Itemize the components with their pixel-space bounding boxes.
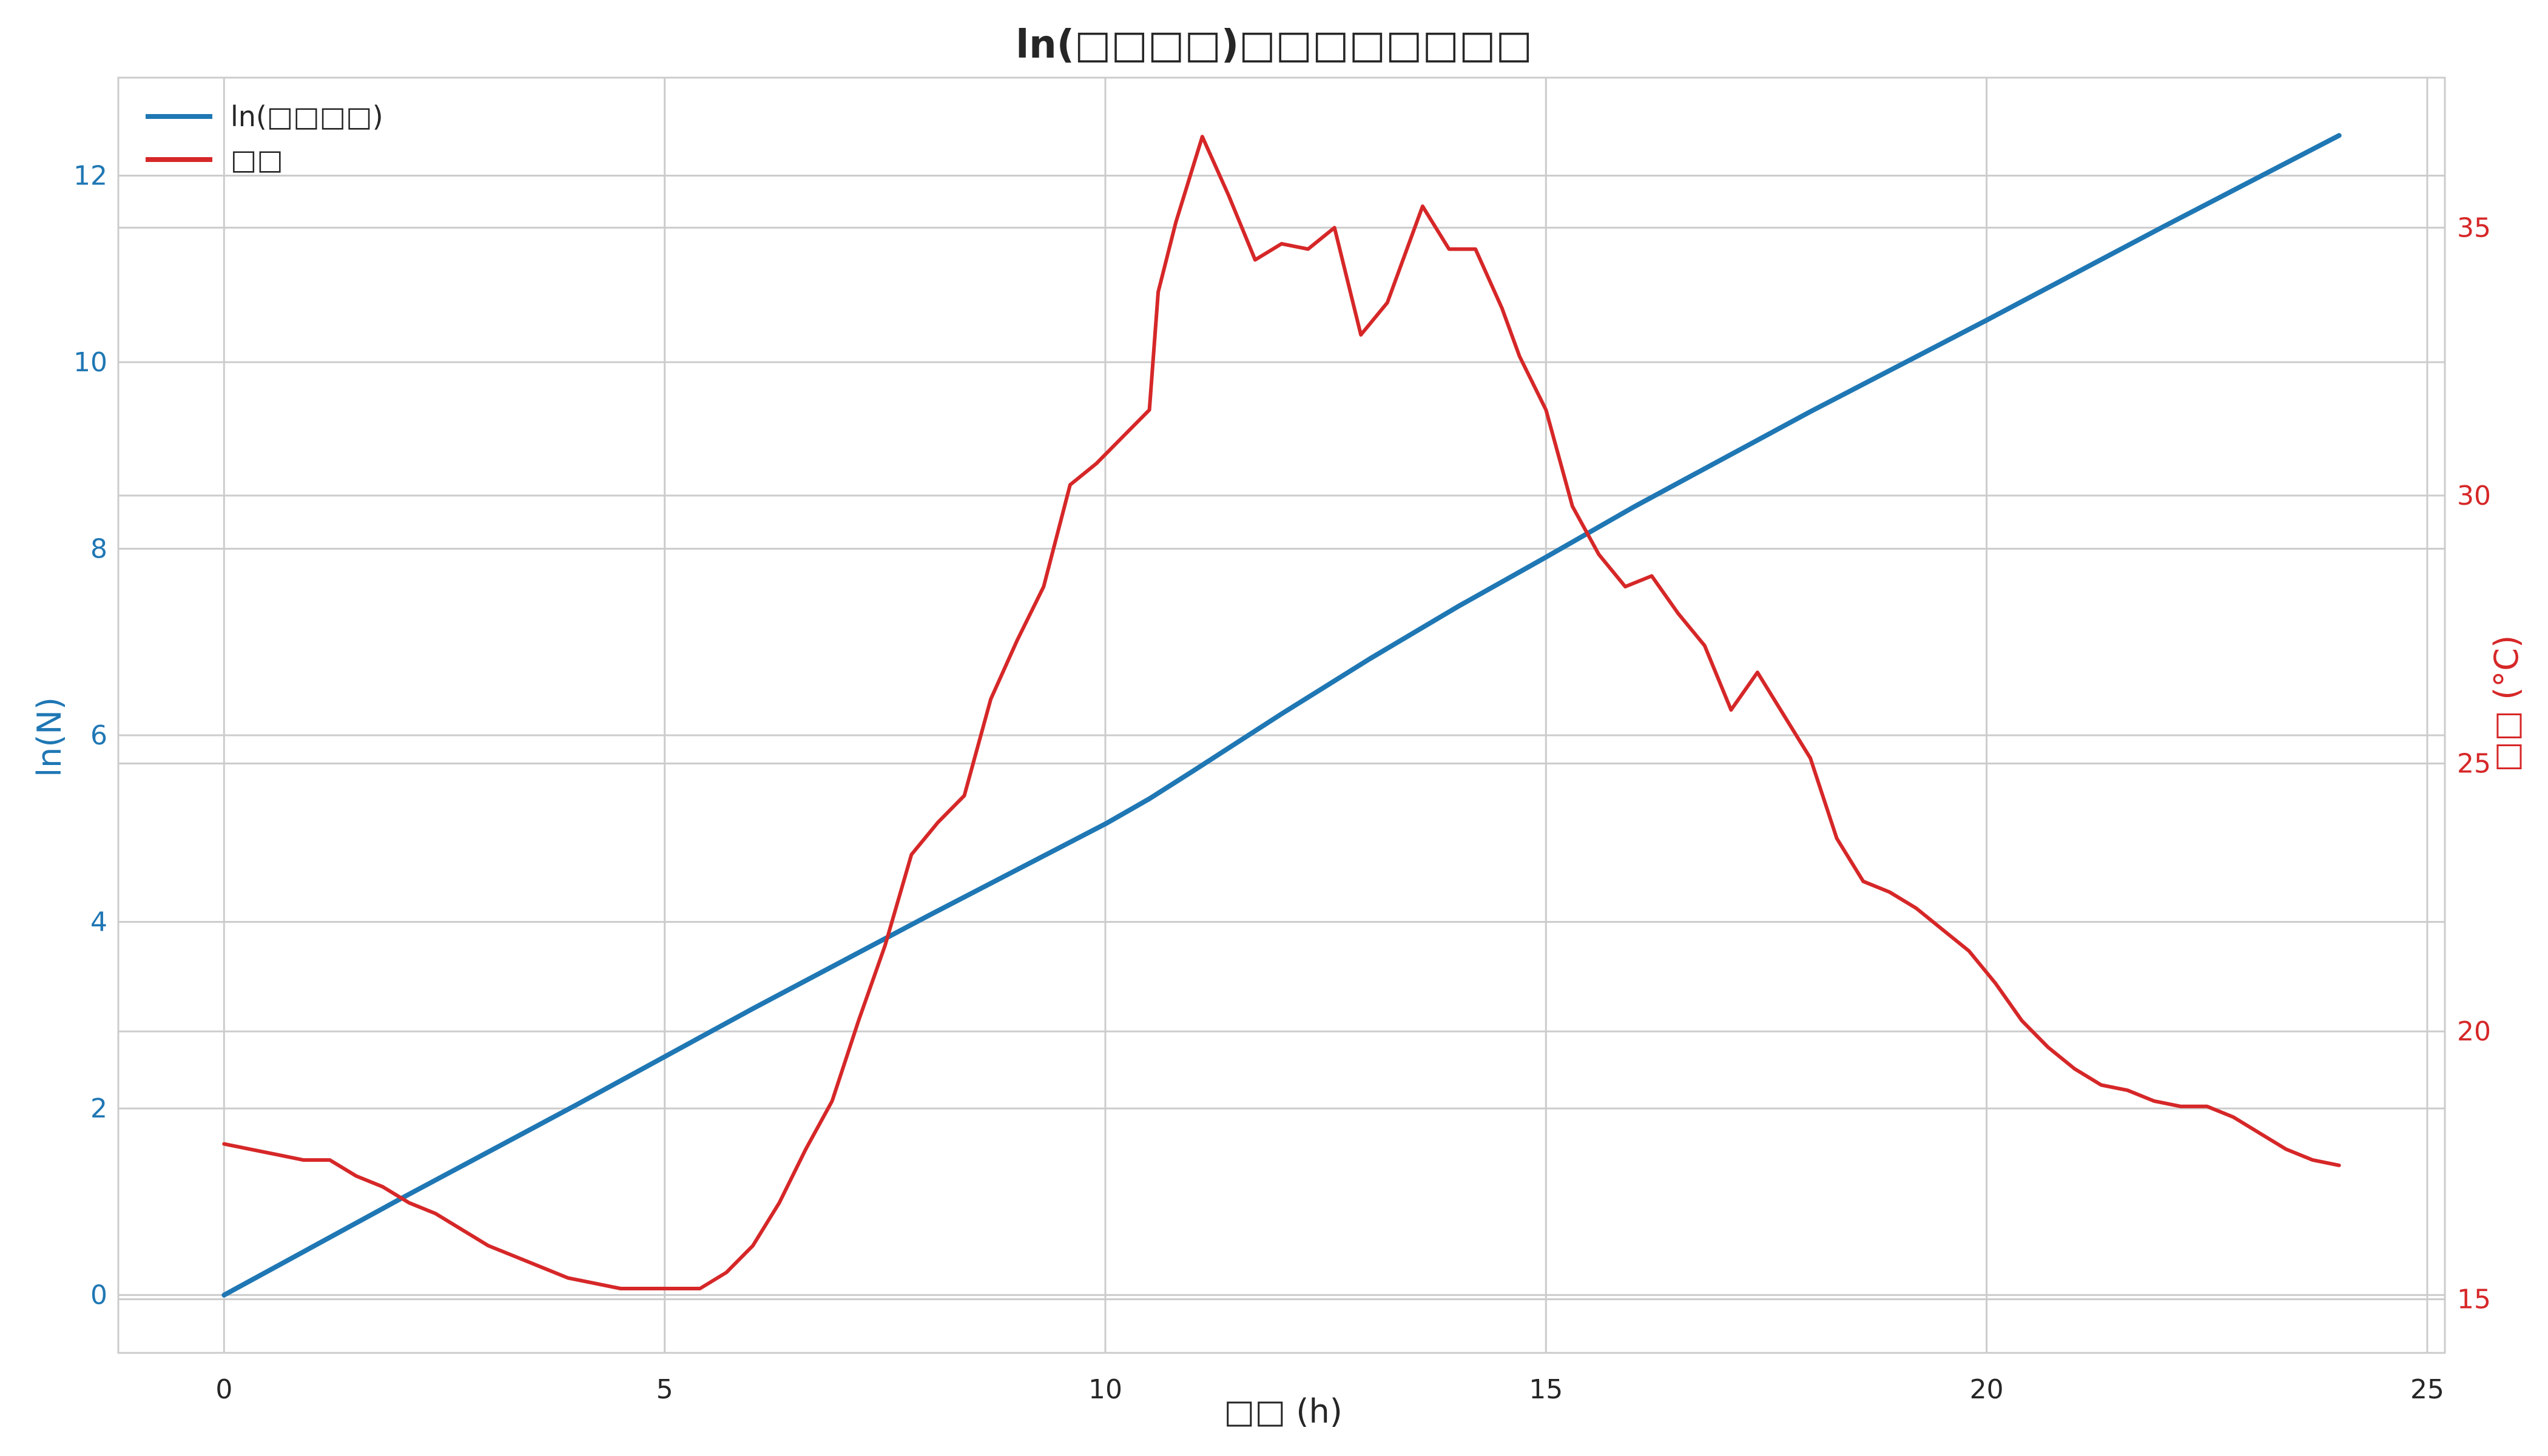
y-right-tick-label: 25 xyxy=(2457,748,2491,779)
x-axis-title: □□ (h) xyxy=(1224,1392,1343,1431)
grid-lines xyxy=(118,78,2445,1353)
y-left-tick-label: 8 xyxy=(90,534,107,565)
y-left-tick-label: 0 xyxy=(90,1280,107,1311)
y-left-tick-label: 12 xyxy=(73,160,107,191)
temperature-series-line xyxy=(222,135,2341,1290)
y-right-axis-title: □□ (°C) xyxy=(2487,635,2526,772)
y-left-axis-title: ln(N) xyxy=(30,697,69,777)
x-tick-label: 25 xyxy=(2410,1374,2444,1405)
y-left-tick-label: 6 xyxy=(90,720,107,751)
y-left-tick-label: 2 xyxy=(90,1093,107,1124)
legend-label-ln: ln(□□□□) xyxy=(231,100,383,133)
legend: ln(□□□□) □□ xyxy=(146,100,383,176)
x-tick-label: 0 xyxy=(215,1374,232,1405)
y-left-tick-label: 4 xyxy=(90,907,107,938)
x-tick-label: 15 xyxy=(1529,1374,1563,1405)
y-right-tick-label: 15 xyxy=(2457,1284,2491,1315)
legend-label-temp: □□ xyxy=(231,143,283,176)
tick-labels: 0 5 10 15 20 25 0 2 4 6 8 10 12 15 20 25 30 35 xyxy=(73,160,2491,1405)
x-tick-label: 5 xyxy=(656,1374,673,1405)
ln-series-line xyxy=(221,133,2342,1298)
y-left-tick-label: 10 xyxy=(73,347,107,378)
x-tick-label: 10 xyxy=(1088,1374,1122,1405)
y-right-tick-label: 35 xyxy=(2457,212,2491,243)
plot-frame xyxy=(117,76,2446,1354)
y-right-tick-label: 30 xyxy=(2457,480,2491,511)
series-layer xyxy=(221,133,2342,1298)
x-tick-label: 20 xyxy=(1970,1374,2004,1405)
chart-title: ln(□□□□)□□□□□□□□ xyxy=(1016,22,1532,67)
y-right-tick-label: 20 xyxy=(2457,1016,2491,1047)
